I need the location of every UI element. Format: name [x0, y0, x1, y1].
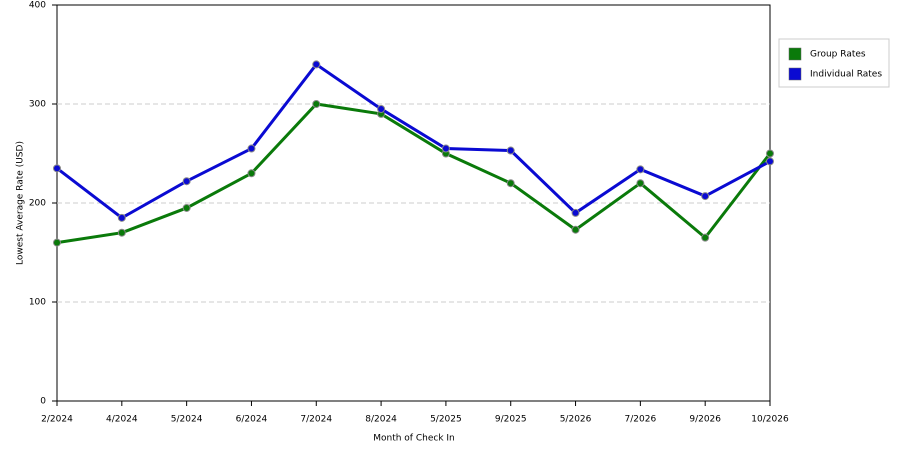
data-point [571, 225, 580, 234]
data-point [117, 228, 126, 237]
data-point [506, 179, 515, 188]
x-tick-label: 6/2024 [236, 415, 268, 425]
y-tick-label: 100 [29, 298, 46, 308]
data-point [636, 165, 645, 174]
legend-label: Group Rates [810, 50, 866, 60]
legend-label: Individual Rates [810, 70, 882, 80]
y-axis-label: Lowest Average Rate (USD) [16, 141, 26, 265]
series-line [56, 102, 772, 245]
data-point [182, 203, 191, 212]
legend-swatch [788, 47, 802, 61]
data-point [766, 157, 774, 166]
data-point [377, 104, 386, 113]
legend-swatch [788, 67, 802, 81]
data-point [312, 100, 321, 108]
x-tick-label: 5/2025 [430, 415, 462, 425]
data-point [247, 144, 256, 153]
data-point [312, 60, 321, 69]
x-tick-label: 8/2024 [365, 415, 397, 425]
data-point [441, 144, 450, 153]
y-tick-label: 400 [29, 1, 46, 11]
x-tick-label: 4/2024 [106, 415, 138, 425]
data-point [636, 179, 645, 188]
data-point [506, 146, 515, 155]
x-tick-label: 5/2024 [171, 415, 203, 425]
data-point [247, 169, 256, 178]
x-tick-label: 10/2026 [751, 415, 789, 425]
data-point [571, 208, 580, 217]
x-axis-label: Month of Check In [373, 434, 455, 444]
data-point [766, 149, 774, 158]
x-tick-label: 9/2026 [689, 415, 721, 425]
x-tick-label: 7/2026 [625, 415, 657, 425]
x-tick-label: 2/2024 [41, 415, 73, 425]
x-tick-label: 9/2025 [495, 415, 527, 425]
data-point [53, 164, 61, 173]
y-tick-label: 0 [40, 397, 46, 407]
data-point [53, 238, 61, 247]
data-point [701, 233, 710, 242]
data-point [117, 213, 126, 222]
x-tick-label: 5/2026 [560, 415, 592, 425]
series-line [56, 62, 771, 220]
y-tick-label: 200 [29, 199, 46, 209]
data-point [182, 177, 191, 186]
x-tick-label: 7/2024 [300, 415, 332, 425]
data-point [701, 192, 710, 201]
y-tick-label: 300 [29, 100, 46, 110]
